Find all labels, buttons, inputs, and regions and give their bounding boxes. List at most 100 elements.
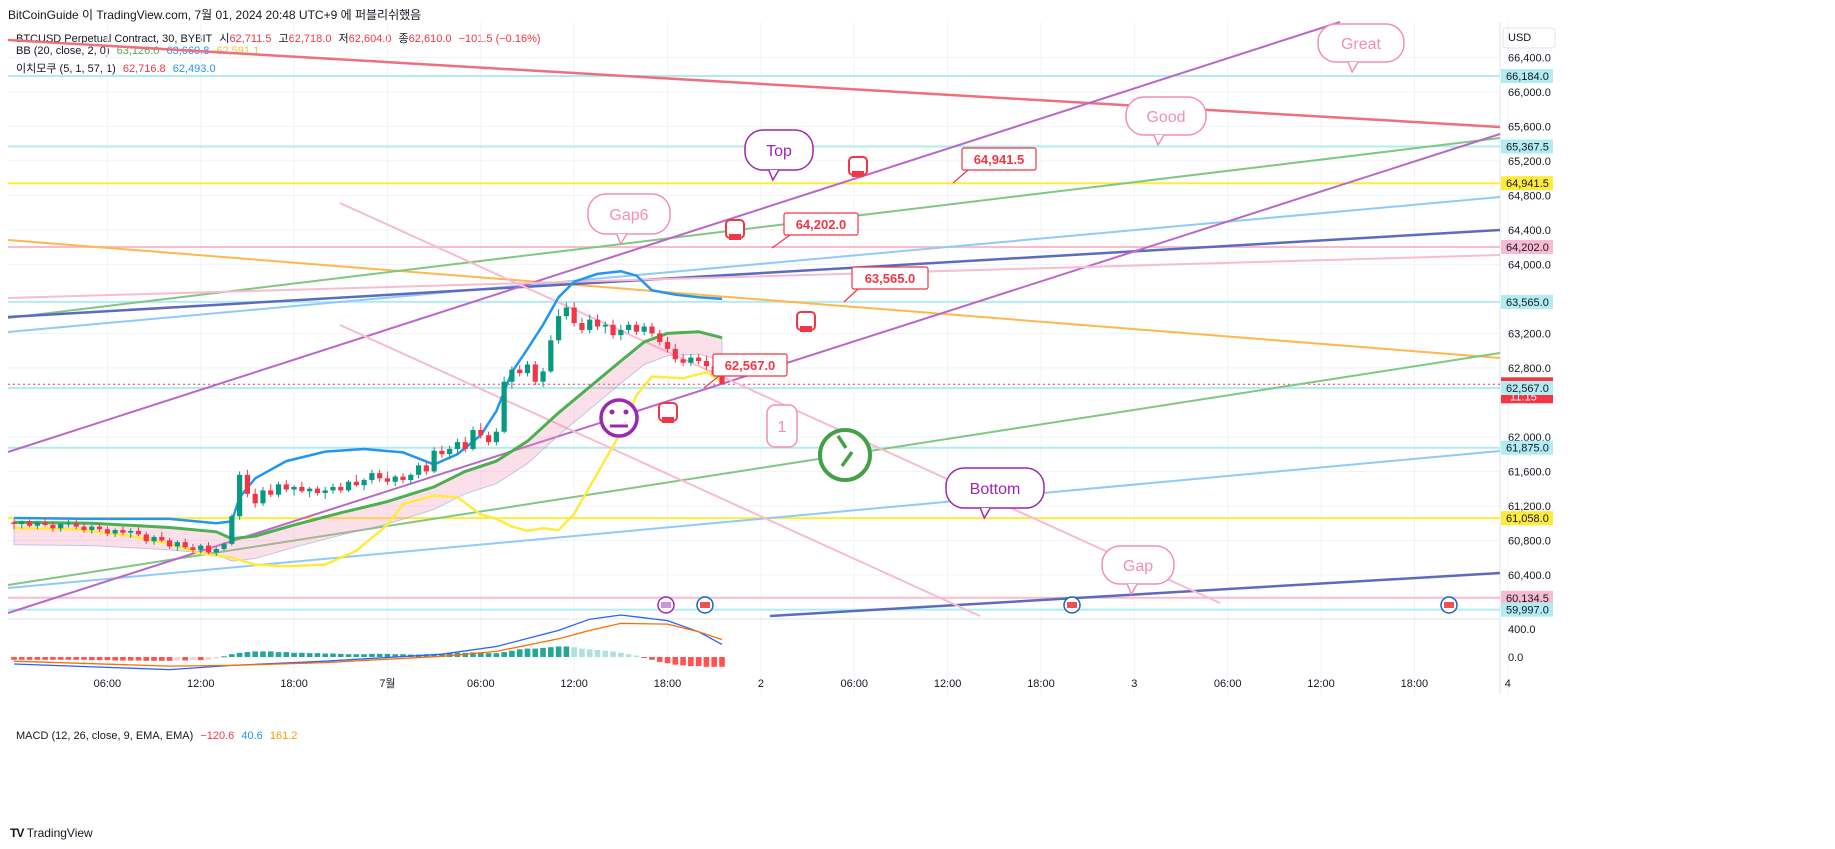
candle bbox=[423, 465, 429, 472]
candle bbox=[174, 542, 180, 547]
candle bbox=[594, 319, 601, 327]
callout-pointer bbox=[843, 288, 859, 303]
face-eye bbox=[609, 409, 615, 415]
macd-histogram-bar bbox=[143, 657, 150, 661]
price-axis-label: 66,000.0 bbox=[1508, 87, 1551, 99]
count-box bbox=[766, 404, 798, 448]
bubble-label: Bottom bbox=[970, 481, 1021, 498]
price-tag-label: 65,367.5 bbox=[1506, 141, 1549, 153]
candle bbox=[229, 516, 235, 544]
price-tag-label: 59,997.0 bbox=[1506, 605, 1549, 617]
macd-histogram-bar bbox=[493, 653, 500, 657]
candle bbox=[384, 478, 391, 482]
price-callout-label: 64,941.5 bbox=[974, 152, 1025, 167]
macd-histogram-bar bbox=[260, 651, 266, 657]
macd-histogram-bar bbox=[135, 657, 142, 661]
high-value: 62,718.0 bbox=[288, 33, 332, 45]
candle bbox=[540, 371, 546, 382]
candle bbox=[314, 488, 321, 493]
macd-histogram-bar bbox=[439, 653, 445, 657]
candle bbox=[377, 473, 383, 479]
trend-line bbox=[7, 228, 1501, 319]
macd-histogram-bar bbox=[369, 653, 375, 657]
macd-histogram-bar bbox=[563, 646, 570, 657]
candle bbox=[431, 450, 437, 472]
candle bbox=[26, 521, 33, 526]
currency-box bbox=[1502, 27, 1556, 49]
hand-cuff bbox=[852, 171, 864, 177]
event-flag bbox=[1067, 602, 1077, 608]
candle bbox=[672, 348, 678, 360]
price-tag-label: 66,184.0 bbox=[1506, 71, 1549, 83]
time-axis-label: 12:00 bbox=[560, 678, 588, 690]
price-tag bbox=[1501, 176, 1553, 191]
event-flag bbox=[661, 602, 671, 608]
trend-line bbox=[7, 21, 1341, 453]
candle bbox=[19, 521, 25, 525]
bubble-tail bbox=[1153, 134, 1165, 147]
ma-legend[interactable]: 이치모쿠 (5, 1, 57, 1) 62,716.8 62,493.0 bbox=[16, 60, 220, 76]
candle bbox=[182, 542, 188, 548]
macd-histogram-bar bbox=[680, 657, 686, 666]
bb-label: BB (20, close, 2, 0) bbox=[16, 45, 110, 57]
macd-histogram-bar bbox=[392, 654, 399, 657]
macd-legend[interactable]: MACD (12, 26, close, 9, EMA, EMA) −120.6… bbox=[16, 730, 301, 742]
macd-histogram-bar bbox=[197, 657, 204, 661]
candle bbox=[400, 476, 406, 481]
macd-histogram-bar bbox=[641, 657, 647, 658]
candle bbox=[112, 530, 118, 534]
macd-histogram-bar bbox=[462, 652, 469, 657]
candle bbox=[345, 481, 352, 491]
publication-attribution: BitCoinGuide 이 TradingView.com, 7월 01, 2… bbox=[8, 8, 422, 22]
macd-histogram-bar bbox=[322, 653, 328, 657]
hand-cuff bbox=[729, 234, 741, 240]
price-axis-label: 60,800.0 bbox=[1508, 535, 1551, 547]
candle bbox=[291, 486, 297, 490]
bb-basis-line bbox=[13, 330, 723, 541]
candle bbox=[649, 326, 655, 334]
macd-histogram-bar bbox=[594, 650, 601, 657]
macd-histogram-bar bbox=[337, 653, 344, 657]
candle bbox=[680, 359, 686, 363]
time-axis-label: 12:00 bbox=[1307, 678, 1335, 690]
trend-line bbox=[7, 352, 1501, 586]
time-axis-label: 18:00 bbox=[1027, 678, 1055, 690]
candle bbox=[392, 476, 398, 482]
candle bbox=[104, 529, 110, 534]
macd-histogram-bar bbox=[190, 657, 196, 661]
price-tag bbox=[1501, 294, 1553, 309]
bubble-tail bbox=[768, 169, 780, 182]
candle bbox=[42, 522, 48, 525]
candle bbox=[81, 526, 87, 531]
candle bbox=[517, 369, 523, 374]
candle bbox=[626, 324, 632, 330]
candle bbox=[664, 342, 671, 349]
currency-label: USD bbox=[1508, 32, 1531, 44]
price-tag-label: 60,134.5 bbox=[1506, 593, 1549, 605]
candle bbox=[447, 448, 453, 455]
price-callout bbox=[961, 147, 1037, 171]
symbol-name[interactable]: BTCUSD Perpetual Contract, 30, BYBIT bbox=[16, 33, 213, 45]
macd-histogram-bar bbox=[151, 657, 157, 661]
price-axis-label: 61,200.0 bbox=[1508, 501, 1551, 513]
candle bbox=[696, 357, 702, 362]
candle bbox=[244, 474, 250, 494]
trend-line bbox=[7, 254, 1501, 299]
callout-pointer bbox=[703, 375, 720, 389]
macd-histogram-bar bbox=[649, 657, 655, 660]
candle bbox=[610, 324, 616, 336]
price-callout bbox=[783, 212, 859, 236]
macd-histogram-bar bbox=[516, 649, 523, 657]
macd-histogram-bar bbox=[345, 654, 352, 657]
price-tag-label: 61,058.0 bbox=[1506, 513, 1549, 525]
price-tag bbox=[1501, 139, 1553, 154]
candle bbox=[501, 381, 507, 432]
macd-histogram-bar bbox=[361, 654, 367, 657]
candle bbox=[167, 540, 173, 547]
candle bbox=[65, 523, 72, 525]
macd-histogram-bar bbox=[532, 648, 539, 657]
tradingview-brand[interactable]: TV TradingView bbox=[10, 826, 93, 840]
candle bbox=[268, 490, 274, 495]
price-tag-label: 64,941.5 bbox=[1506, 178, 1549, 190]
